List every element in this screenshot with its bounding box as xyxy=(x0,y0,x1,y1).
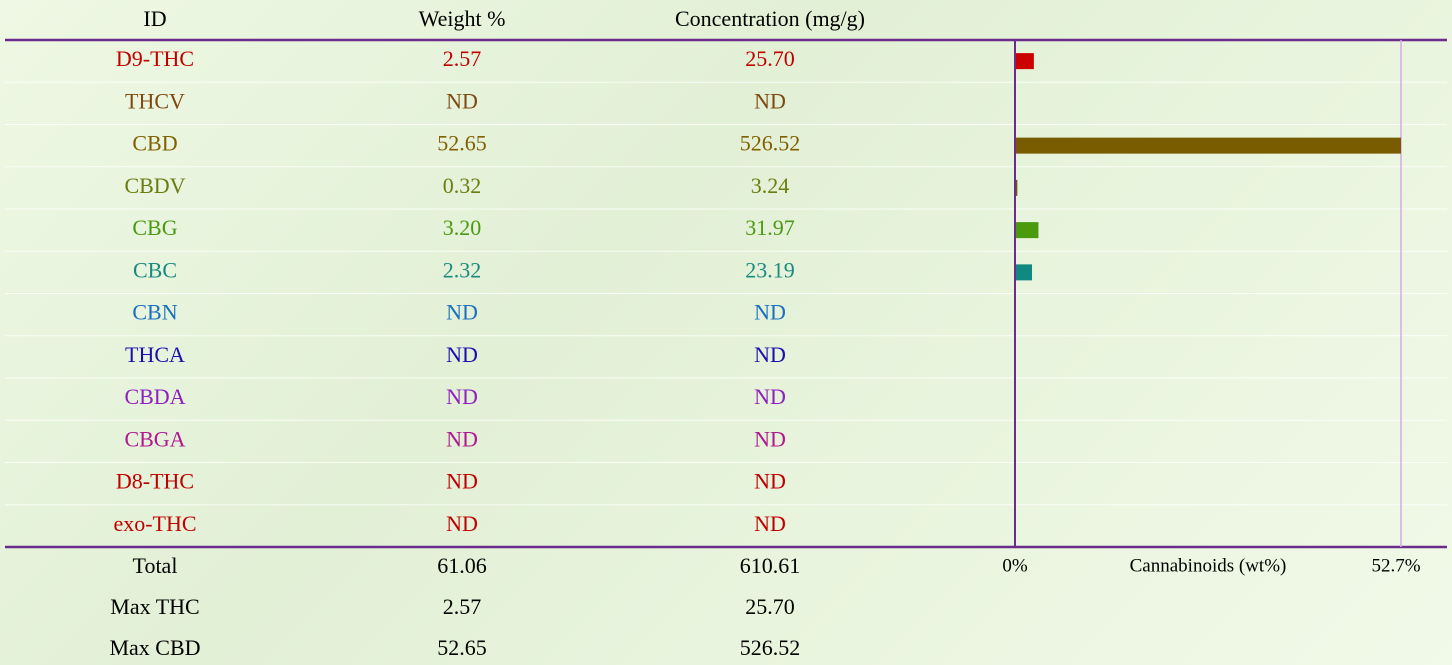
cell: CBDV xyxy=(124,173,185,198)
cell: CBG xyxy=(132,215,177,240)
footer-cell: 2.57 xyxy=(443,594,482,619)
cell: ND xyxy=(754,511,786,536)
cell: ND xyxy=(754,469,786,494)
cell: 3.24 xyxy=(751,173,790,198)
x-tick-label: 52.7% xyxy=(1371,555,1420,576)
cell: ND xyxy=(446,384,478,409)
cell: ND xyxy=(446,342,478,367)
bar xyxy=(1016,264,1033,281)
cell: ND xyxy=(446,300,478,325)
footer-cell: 526.52 xyxy=(740,635,801,660)
cell: 2.57 xyxy=(443,46,482,71)
cell: ND xyxy=(446,511,478,536)
cell: 3.20 xyxy=(443,215,482,240)
cell: ND xyxy=(446,88,478,113)
column-header: Concentration (mg/g) xyxy=(675,6,865,31)
column-header: Weight % xyxy=(419,6,506,31)
cell: ND xyxy=(754,342,786,367)
cell: 2.32 xyxy=(443,257,482,282)
bar xyxy=(1016,137,1401,154)
footer-cell: 52.65 xyxy=(437,635,487,660)
footer-cell: 610.61 xyxy=(740,553,801,578)
footer-cell: 61.06 xyxy=(437,553,487,578)
cell: CBGA xyxy=(124,426,185,451)
cell: ND xyxy=(754,300,786,325)
footer-cell: Max THC xyxy=(110,594,199,619)
cell: 31.97 xyxy=(745,215,795,240)
cell: D8-THC xyxy=(116,469,194,494)
cell: CBC xyxy=(133,257,177,282)
cell: ND xyxy=(754,426,786,451)
x-axis-label: Cannabinoids (wt%) xyxy=(1130,555,1287,576)
cell: 23.19 xyxy=(745,257,795,282)
cell: 526.52 xyxy=(740,131,801,156)
cell: CBD xyxy=(132,131,177,156)
cell: ND xyxy=(446,469,478,494)
cell: ND xyxy=(754,384,786,409)
cell: THCA xyxy=(125,342,185,367)
bar xyxy=(1016,179,1018,196)
cell: THCV xyxy=(125,88,185,113)
cell: ND xyxy=(754,88,786,113)
footer-cell: 25.70 xyxy=(745,594,795,619)
x-tick-label: 0% xyxy=(1002,555,1028,576)
column-header: ID xyxy=(143,6,166,31)
cell: 52.65 xyxy=(437,131,487,156)
bar xyxy=(1016,53,1034,70)
bar xyxy=(1016,222,1039,239)
cell: CBN xyxy=(132,300,177,325)
cell: D9-THC xyxy=(116,46,194,71)
cell: ND xyxy=(446,426,478,451)
footer-cell: Total xyxy=(133,553,178,578)
cell: exo-THC xyxy=(113,511,196,536)
cell: 0.32 xyxy=(443,173,482,198)
cell: 25.70 xyxy=(745,46,795,71)
footer-cell: Max CBD xyxy=(109,635,200,660)
cell: CBDA xyxy=(124,384,185,409)
